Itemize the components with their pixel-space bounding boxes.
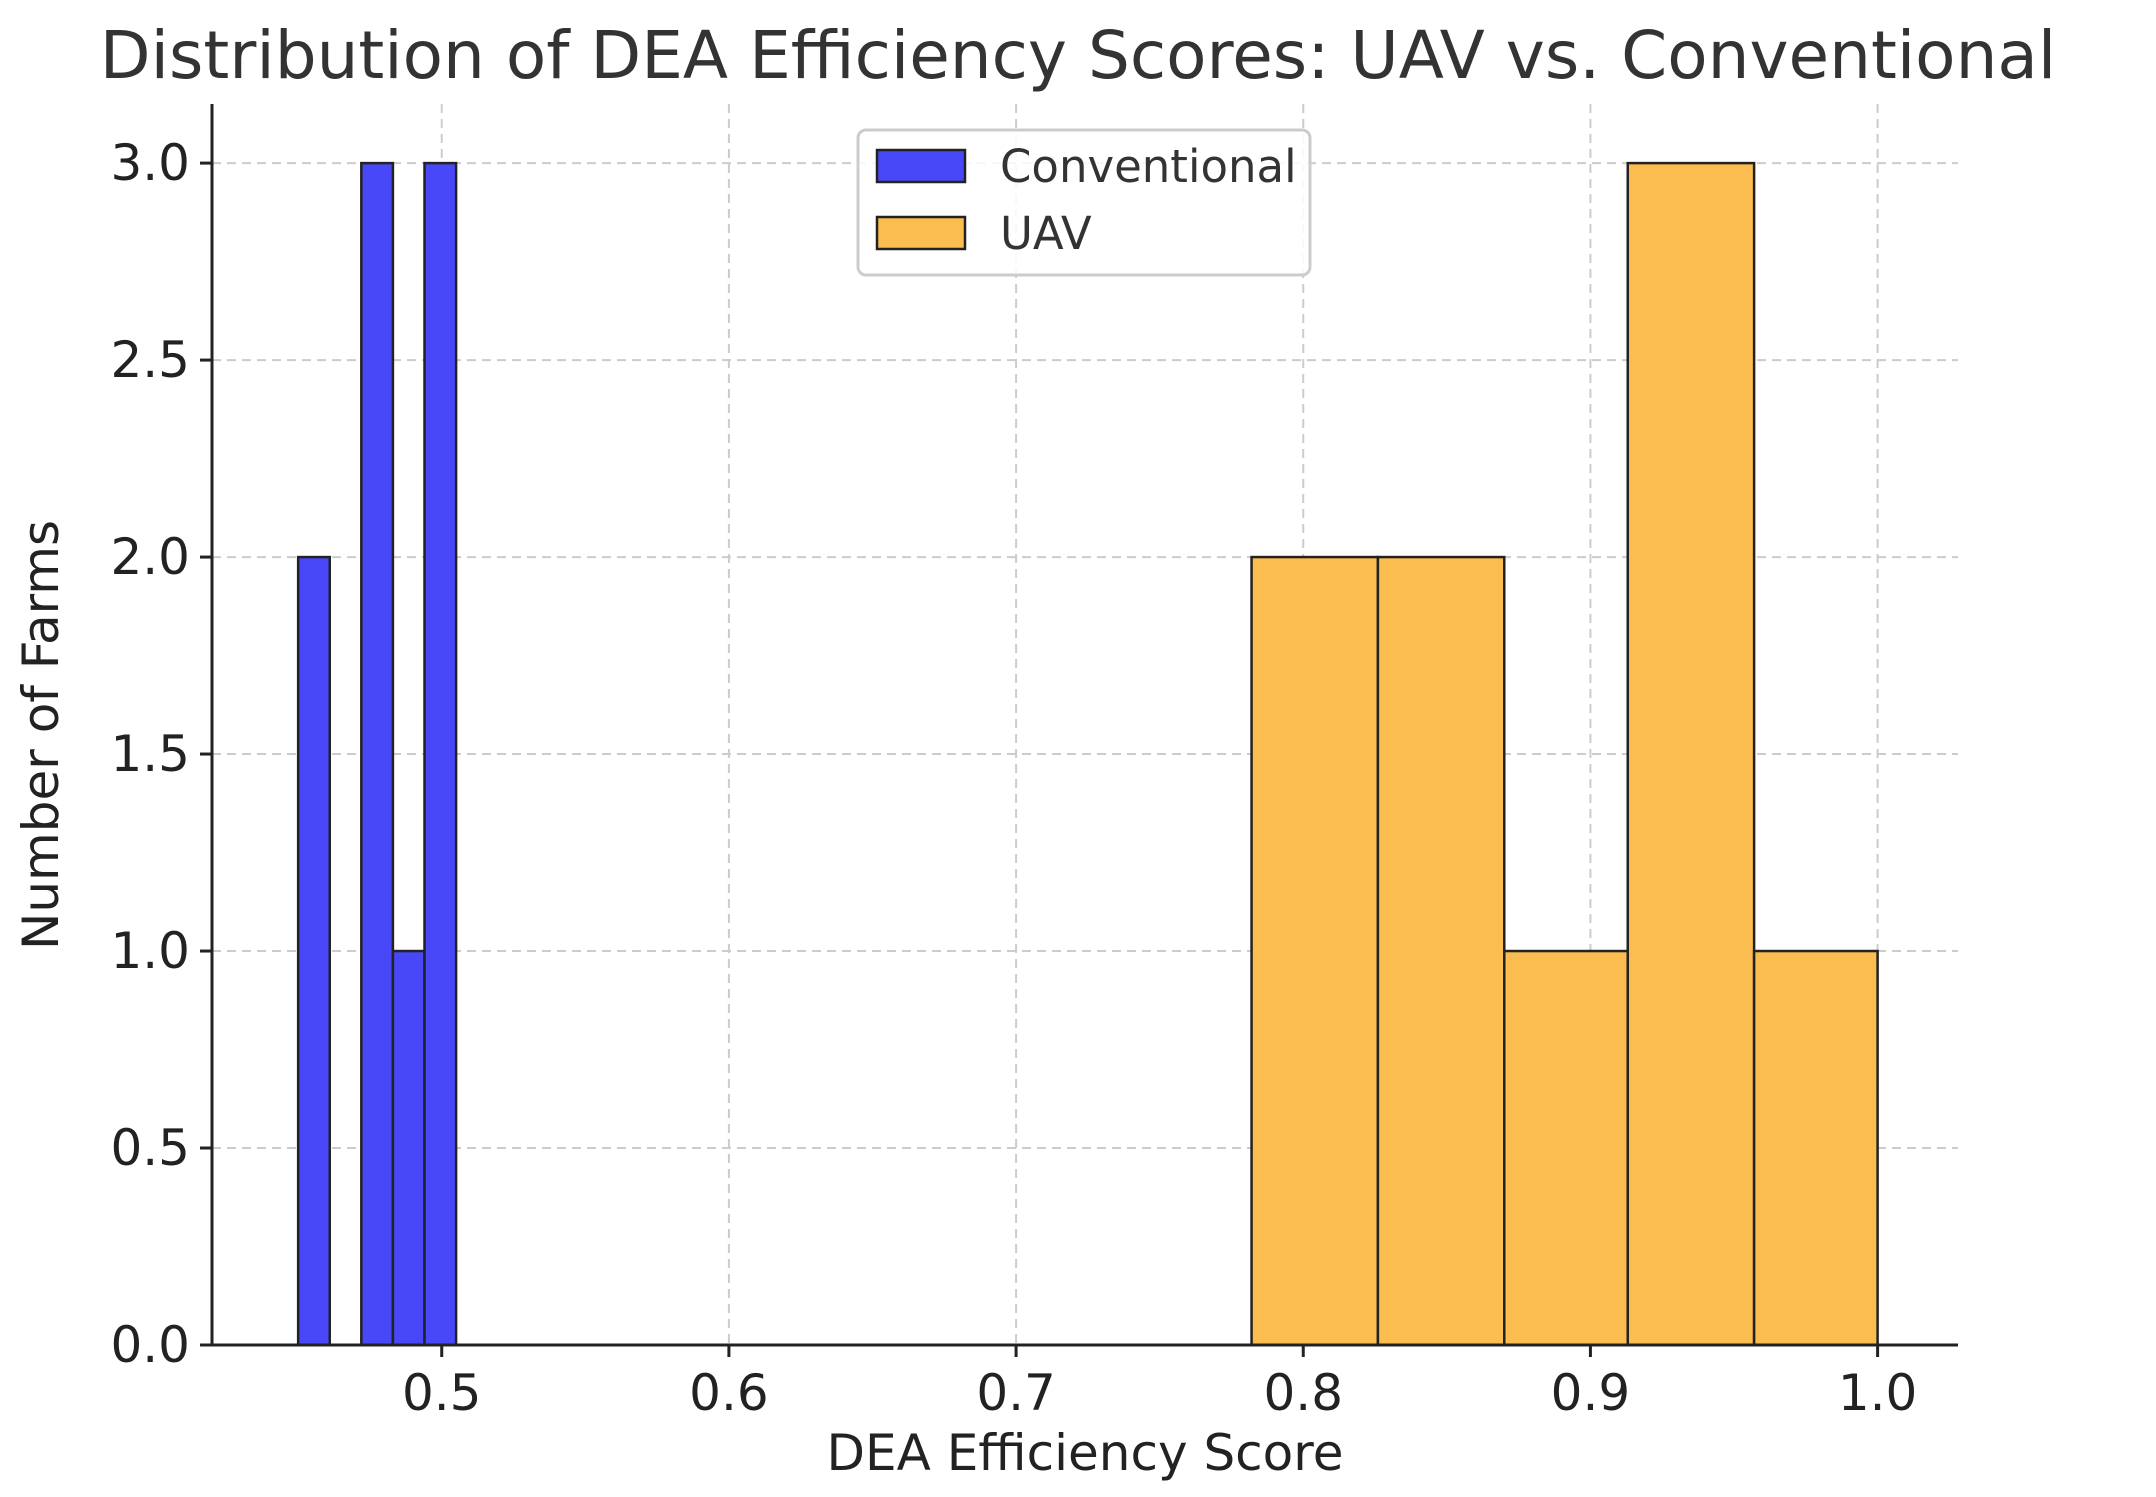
- bar-conventional-4: [423, 161, 458, 1347]
- bar-uav-0: [1250, 555, 1380, 1347]
- x-axis-label: DEA Efficiency Score: [827, 1424, 1344, 1482]
- y-tick-label-1: 0.5: [110, 1119, 190, 1177]
- legend-box: [856, 128, 1312, 277]
- x-tick-label-5: 1.0: [1838, 1364, 1918, 1422]
- legend-label-conventional: Conventional: [1000, 140, 1297, 193]
- y-tick-label-4: 2.0: [110, 528, 190, 586]
- bar-conventional-0: [296, 555, 331, 1347]
- chart-title: Distribution of DEA Efficiency Scores: U…: [100, 17, 2056, 94]
- bar-conventional-3: [391, 949, 426, 1347]
- x-tick-label-3: 0.8: [1263, 1364, 1343, 1422]
- legend-label-uav: UAV: [1000, 207, 1092, 260]
- y-tick-label-0: 0.0: [110, 1316, 190, 1374]
- legend-swatch-conventional: [875, 148, 967, 184]
- y-tick-label-2: 1.0: [110, 922, 190, 980]
- bar-uav-1: [1376, 555, 1506, 1347]
- histogram-bars: [296, 161, 1879, 1347]
- y-tick-label-5: 2.5: [110, 331, 190, 389]
- y-tick-label-6: 3.0: [110, 134, 190, 192]
- axes: [200, 104, 1958, 1357]
- legend: Conventional UAV: [856, 128, 1312, 277]
- x-tick-label-2: 0.7: [976, 1364, 1056, 1422]
- legend-swatch-uav: [875, 215, 967, 251]
- bar-uav-2: [1503, 949, 1630, 1347]
- bar-conventional-2: [360, 161, 395, 1347]
- tick-labels: 0.5 0.6 0.7 0.8 0.9 1.0 0.0 0.5 1.0 1.5 2.0 2.5 3.0: [110, 134, 1917, 1422]
- y-axis-label: Number of Farms: [12, 520, 70, 950]
- x-tick-label-0: 0.5: [402, 1364, 482, 1422]
- y-tick-label-3: 1.5: [110, 725, 190, 783]
- x-tick-label-4: 0.9: [1551, 1364, 1631, 1422]
- x-tick-label-1: 0.6: [689, 1364, 769, 1422]
- bar-uav-3: [1626, 161, 1756, 1347]
- bar-uav-4: [1752, 949, 1879, 1347]
